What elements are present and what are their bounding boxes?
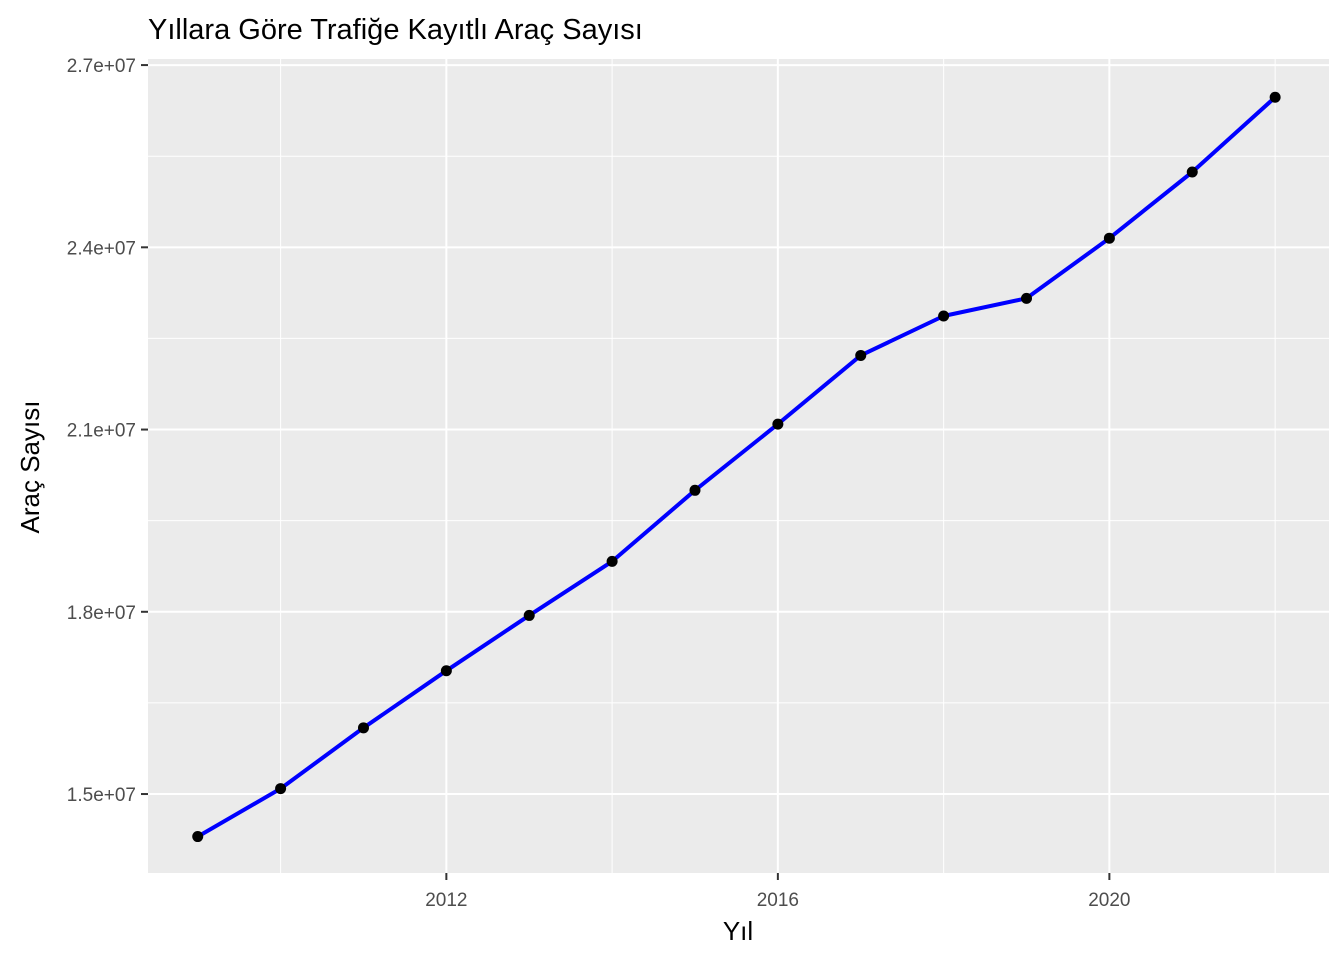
data-point	[192, 831, 204, 843]
data-point	[440, 665, 452, 677]
data-point	[1020, 292, 1032, 304]
x-tick-label: 2012	[425, 890, 467, 911]
y-tick-label: 2.7e+07	[67, 56, 136, 77]
data-point	[357, 722, 369, 734]
y-tick-label: 2.4e+07	[67, 238, 136, 259]
y-tick-label: 1.5e+07	[67, 785, 136, 806]
x-tick-label: 2016	[757, 890, 799, 911]
data-point	[523, 609, 535, 621]
y-tick-label: 1.8e+07	[67, 603, 136, 624]
series-line	[196, 95, 1277, 839]
y-axis-title: Araç Sayısı	[15, 401, 45, 534]
chart-title: Yıllara Göre Trafiğe Kayıtlı Araç Sayısı	[148, 14, 643, 46]
data-point	[689, 484, 701, 496]
x-tick-label: 2020	[1088, 890, 1130, 911]
data-point	[938, 310, 950, 322]
plot-panel	[148, 59, 1329, 873]
x-axis-title: Yıl	[723, 916, 753, 946]
data-point	[1269, 91, 1281, 103]
minor-grid	[148, 59, 1329, 873]
tick-labels: 2012 2016 2020 1.5e+07 1.8e+07 2.1e+07 2.4e+07…	[67, 56, 1131, 911]
data-point	[606, 555, 618, 567]
data-point	[772, 418, 784, 430]
data-series	[192, 91, 1281, 843]
axis-ticks	[141, 64, 1111, 880]
data-point	[855, 349, 867, 361]
data-point	[1103, 232, 1115, 244]
y-tick-label: 2.1e+07	[67, 421, 136, 442]
data-point	[1186, 166, 1198, 178]
data-point	[275, 783, 287, 795]
major-grid	[148, 59, 1329, 873]
